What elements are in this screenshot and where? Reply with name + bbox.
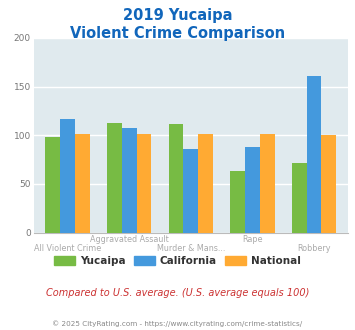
Bar: [184, 149, 198, 233]
Text: All Violent Crime: All Violent Crime: [34, 244, 101, 252]
Bar: [75, 134, 90, 233]
Text: Compared to U.S. average. (U.S. average equals 100): Compared to U.S. average. (U.S. average …: [46, 288, 309, 298]
Bar: [230, 171, 245, 233]
Bar: [169, 124, 184, 233]
Text: Aggravated Assault: Aggravated Assault: [90, 235, 169, 244]
Bar: [321, 135, 336, 233]
Bar: [137, 134, 151, 233]
Bar: [60, 119, 75, 233]
Bar: [245, 147, 260, 233]
Text: Violent Crime Comparison: Violent Crime Comparison: [70, 26, 285, 41]
Legend: Yucaipa, California, National: Yucaipa, California, National: [50, 252, 305, 270]
Text: Robbery: Robbery: [297, 244, 331, 252]
Bar: [260, 134, 275, 233]
Text: 2019 Yucaipa: 2019 Yucaipa: [123, 8, 232, 23]
Bar: [107, 123, 122, 233]
Bar: [198, 134, 213, 233]
Text: © 2025 CityRating.com - https://www.cityrating.com/crime-statistics/: © 2025 CityRating.com - https://www.city…: [53, 320, 302, 327]
Bar: [45, 137, 60, 233]
Bar: [122, 128, 137, 233]
Bar: [307, 76, 321, 233]
Bar: [292, 163, 307, 233]
Text: Murder & Mans...: Murder & Mans...: [157, 244, 225, 252]
Text: Rape: Rape: [242, 235, 263, 244]
